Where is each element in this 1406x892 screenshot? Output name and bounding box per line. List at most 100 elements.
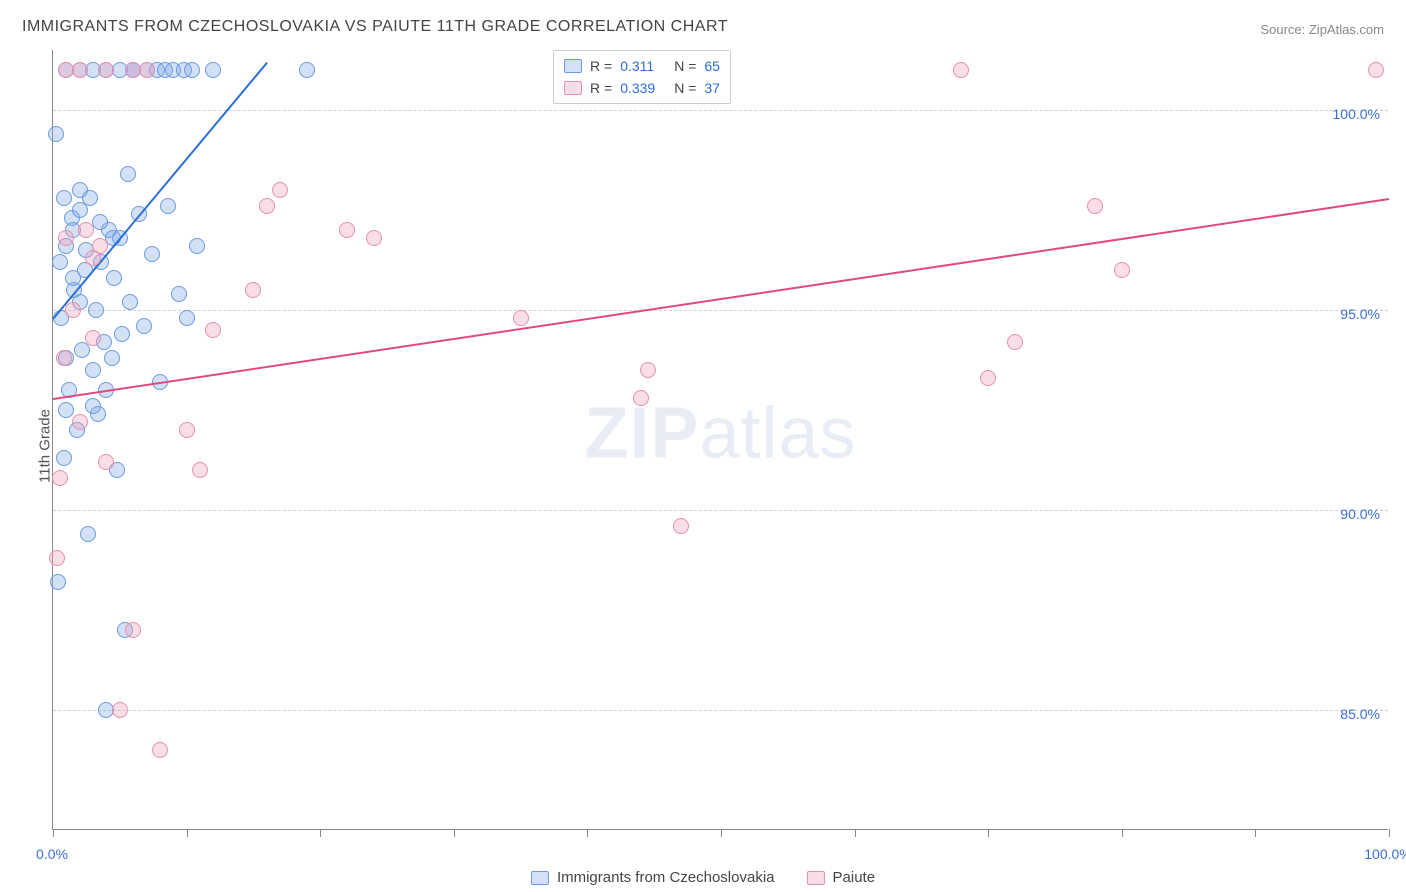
- source-prefix: Source:: [1260, 22, 1308, 37]
- x-tick: [587, 829, 588, 837]
- legend-row-czech: R = 0.311 N = 65: [564, 55, 720, 77]
- scatter-point-paiute: [272, 182, 288, 198]
- x-tick: [1122, 829, 1123, 837]
- scatter-point-czech: [189, 238, 205, 254]
- scatter-point-paiute: [98, 62, 114, 78]
- legend-r-label: R =: [590, 77, 612, 99]
- legend-r-value-paiute: 0.339: [620, 77, 666, 99]
- scatter-point-paiute: [205, 322, 221, 338]
- legend-bottom-label-czech: Immigrants from Czechoslovakia: [557, 869, 775, 886]
- scatter-point-paiute: [179, 422, 195, 438]
- scatter-point-paiute: [49, 550, 65, 566]
- chart-plot-area: ZIPatlas 85.0% 90.0% 95.0% 100.0% R = 0.311 N …: [52, 50, 1388, 830]
- legend-top: R =0.311N =65R =0.339N =37: [553, 50, 731, 104]
- legend-swatch-czech: [564, 59, 582, 73]
- scatter-point-czech: [179, 310, 195, 326]
- scatter-point-paiute: [58, 62, 74, 78]
- scatter-point-paiute: [112, 702, 128, 718]
- legend-n-value-czech: 65: [704, 55, 720, 77]
- scatter-point-paiute: [980, 370, 996, 386]
- trend-line-paiute: [53, 198, 1389, 400]
- x-tick: [721, 829, 722, 837]
- scatter-point-czech: [85, 362, 101, 378]
- scatter-point-czech: [52, 254, 68, 270]
- legend-n-label: N =: [674, 77, 696, 99]
- scatter-point-czech: [120, 166, 136, 182]
- x-tick: [988, 829, 989, 837]
- scatter-point-paiute: [78, 222, 94, 238]
- y-tick-label: 90.0%: [1340, 506, 1380, 522]
- gridline-h: [53, 310, 1388, 311]
- legend-row-paiute: R =0.339N =37: [564, 77, 720, 99]
- scatter-point-paiute: [125, 622, 141, 638]
- legend-bottom-swatch-paiute: [807, 871, 825, 885]
- x-tick-label: 100.0%: [1364, 846, 1406, 862]
- gridline-h: [53, 510, 1388, 511]
- y-tick-label: 85.0%: [1340, 706, 1380, 722]
- scatter-point-czech: [114, 326, 130, 342]
- y-tick-label: 100.0%: [1333, 106, 1380, 122]
- legend-bottom-swatch-czech: [531, 871, 549, 885]
- scatter-point-paiute: [1114, 262, 1130, 278]
- gridline-h: [53, 710, 1388, 711]
- scatter-point-paiute: [633, 390, 649, 406]
- legend-r-value-czech: 0.311: [620, 55, 666, 77]
- x-tick: [1255, 829, 1256, 837]
- scatter-point-paiute: [65, 302, 81, 318]
- scatter-point-czech: [299, 62, 315, 78]
- legend-n-label: N =: [674, 55, 696, 77]
- scatter-point-paiute: [1087, 198, 1103, 214]
- scatter-point-paiute: [85, 330, 101, 346]
- scatter-point-czech: [56, 190, 72, 206]
- scatter-point-czech: [58, 402, 74, 418]
- watermark-rest: atlas: [699, 393, 856, 473]
- x-tick: [187, 829, 188, 837]
- scatter-point-czech: [106, 270, 122, 286]
- scatter-point-paiute: [245, 282, 261, 298]
- scatter-point-paiute: [1007, 334, 1023, 350]
- watermark: ZIPatlas: [584, 392, 856, 474]
- scatter-point-paiute: [366, 230, 382, 246]
- scatter-point-czech: [171, 286, 187, 302]
- scatter-point-paiute: [139, 62, 155, 78]
- y-tick-label: 95.0%: [1340, 306, 1380, 322]
- scatter-point-paiute: [673, 518, 689, 534]
- x-tick: [855, 829, 856, 837]
- scatter-point-czech: [80, 526, 96, 542]
- scatter-point-paiute: [339, 222, 355, 238]
- scatter-point-paiute: [1368, 62, 1384, 78]
- scatter-point-paiute: [192, 462, 208, 478]
- scatter-point-czech: [205, 62, 221, 78]
- scatter-point-paiute: [513, 310, 529, 326]
- legend-bottom-item-czech: Immigrants from Czechoslovakia: [531, 869, 775, 886]
- scatter-point-czech: [184, 62, 200, 78]
- scatter-point-czech: [88, 302, 104, 318]
- scatter-point-paiute: [953, 62, 969, 78]
- scatter-point-paiute: [259, 198, 275, 214]
- scatter-point-paiute: [52, 470, 68, 486]
- y-axis-label: 11th Grade: [36, 409, 53, 483]
- legend-r-label: R =: [590, 55, 612, 77]
- gridline-h: [53, 110, 1388, 111]
- scatter-point-czech: [56, 450, 72, 466]
- scatter-point-czech: [122, 294, 138, 310]
- x-tick-label: 0.0%: [36, 846, 68, 862]
- x-tick: [320, 829, 321, 837]
- scatter-point-paiute: [152, 742, 168, 758]
- scatter-point-czech: [136, 318, 152, 334]
- x-tick: [53, 829, 54, 837]
- legend-bottom: Immigrants from Czechoslovakia Paiute: [531, 869, 875, 886]
- scatter-point-paiute: [98, 454, 114, 470]
- scatter-point-czech: [104, 350, 120, 366]
- scatter-point-paiute: [72, 414, 88, 430]
- legend-bottom-label-paiute: Paiute: [833, 869, 876, 886]
- chart-title: IMMIGRANTS FROM CZECHOSLOVAKIA VS PAIUTE…: [22, 18, 728, 36]
- scatter-point-czech: [160, 198, 176, 214]
- scatter-point-czech: [48, 126, 64, 142]
- source-credit: Source: ZipAtlas.com: [1260, 22, 1384, 37]
- scatter-point-czech: [144, 246, 160, 262]
- scatter-point-czech: [72, 202, 88, 218]
- scatter-point-paiute: [85, 250, 101, 266]
- legend-swatch-paiute: [564, 81, 582, 95]
- x-tick: [454, 829, 455, 837]
